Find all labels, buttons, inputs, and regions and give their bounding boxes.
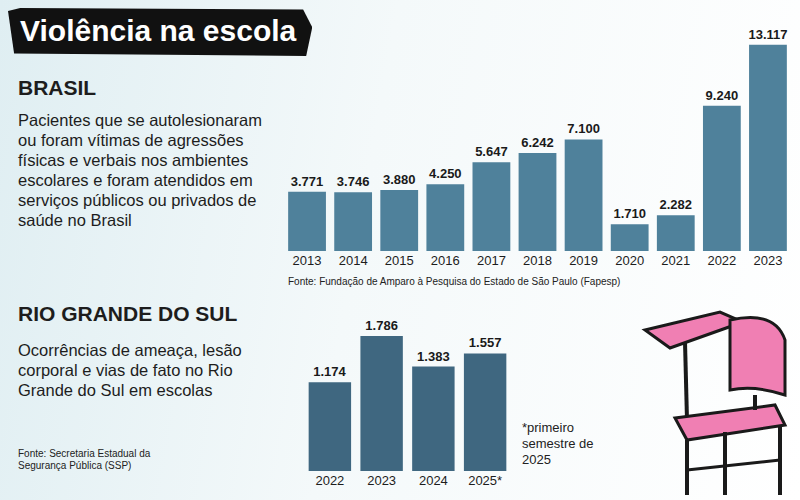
html-text:Violência na escola: Violência na escola [20, 14, 297, 47]
svg-text:1.786: 1.786 [365, 318, 398, 333]
svg-text:2016: 2016 [431, 253, 460, 268]
svg-text:2022: 2022 [315, 473, 344, 488]
svg-text:1.383: 1.383 [417, 349, 450, 364]
svg-text:13.117: 13.117 [748, 27, 787, 42]
html-text:Fonte: Fundação de Amparo à Pe: Fonte: Fundação de Amparo à Pesquisa do … [288, 276, 621, 287]
svg-text:9.240: 9.240 [706, 88, 739, 103]
svg-text:2021: 2021 [661, 253, 690, 268]
html-text:Fonte: Secretaria Estadual da: Fonte: Secretaria Estadual da Segurança … [18, 448, 151, 471]
svg-text:3.771: 3.771 [291, 174, 324, 189]
svg-text:1.710: 1.710 [613, 206, 646, 221]
svg-text:2019: 2019 [569, 253, 598, 268]
html-text:*primeiro semestre de 2025: *primeiro semestre de 2025 [522, 420, 594, 467]
html-text:Ocorrências de ameaça, lesão c: Ocorrências de ameaça, lesão corporal e … [18, 341, 242, 399]
html-text:BRASIL: BRASIL [18, 76, 97, 99]
svg-text:2014: 2014 [339, 253, 368, 268]
html-text:RIO GRANDE DO SUL: RIO GRANDE DO SUL [18, 302, 238, 325]
svg-text:2015: 2015 [385, 253, 414, 268]
svg-text:2024: 2024 [419, 473, 448, 488]
svg-text:2020: 2020 [615, 253, 644, 268]
svg-text:2017: 2017 [477, 253, 506, 268]
svg-text:2023: 2023 [753, 253, 782, 268]
svg-text:2018: 2018 [523, 253, 552, 268]
svg-text:2023: 2023 [367, 473, 396, 488]
svg-text:2.282: 2.282 [660, 197, 693, 212]
svg-text:2025*: 2025* [468, 473, 502, 488]
svg-text:5.647: 5.647 [475, 144, 508, 159]
svg-text:3.880: 3.880 [383, 172, 416, 187]
svg-text:3.746: 3.746 [337, 174, 370, 189]
svg-text:4.250: 4.250 [429, 166, 462, 181]
svg-text:7.100: 7.100 [567, 121, 600, 136]
svg-text:1.174: 1.174 [313, 364, 346, 379]
svg-text:2022: 2022 [707, 253, 736, 268]
svg-text:2013: 2013 [293, 253, 322, 268]
svg-text:6.242: 6.242 [521, 135, 554, 150]
html-text:Pacientes que se autolesionara: Pacientes que se autolesionaram ou foram… [18, 111, 262, 229]
svg-text:1.557: 1.557 [469, 335, 502, 350]
